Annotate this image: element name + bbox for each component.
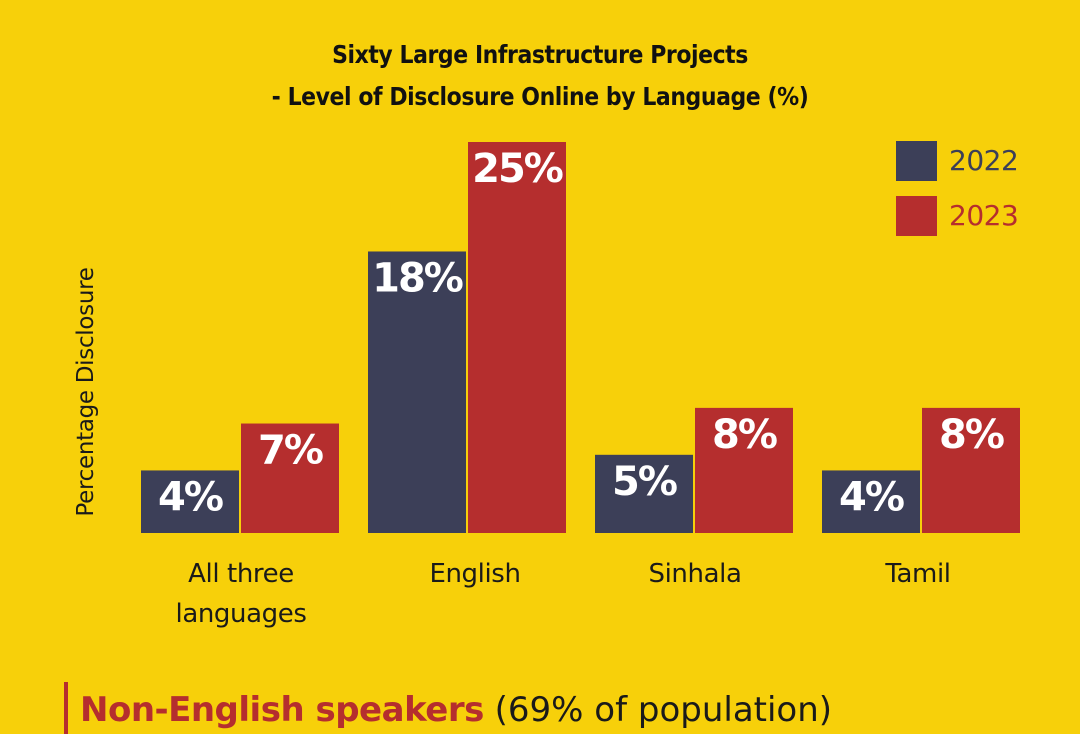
legend-label-2023: 2023 [949,199,1019,232]
legend-swatch-2023 [896,196,937,236]
data-label-sinhala-2023: 8% [712,412,777,458]
data-label-english-2022: 18% [372,255,463,301]
data-label-english-2023: 25% [472,146,563,192]
bar-all-three-languages-2023 [241,423,339,533]
category-label-sinhala: Sinhala [648,559,742,589]
bar-all-three-languages-2022 [141,470,239,533]
data-label-tamil-2023: 8% [939,412,1004,458]
bar-english-2022 [368,251,466,534]
callout-highlight: Non-English speakers [80,690,484,730]
bar-english-2023 [468,142,566,533]
bar-sinhala-2023 [695,407,793,533]
legend-swatch-2022 [896,141,937,181]
data-label-tamil-2022: 4% [839,474,904,520]
callout-accent-bar [64,682,68,734]
chart-title-line-1: Sixty Large Infrastructure Projects [332,40,748,69]
callout-rest: (69% of population) [494,690,833,730]
data-label-all-three-languages-2022: 4% [158,474,223,520]
bar-tamil-2023 [922,407,1020,533]
bar-sinhala-2022 [595,454,693,533]
category-label-tamil: Tamil [885,559,951,589]
category-label-all-three-languages: All three languages [175,559,307,629]
bar-tamil-2022 [822,470,920,533]
legend-label-2022: 2022 [949,144,1019,177]
data-label-sinhala-2022: 5% [612,459,677,505]
category-label-english: English [429,559,521,589]
callout-text: Non-English speakers (69% of population) [80,688,832,732]
data-label-all-three-languages-2023: 7% [258,428,323,474]
chart-title-line-2: - Level of Disclosure Online by Language… [271,82,809,111]
bar-chart: 4% 7% 18% 25% 5% 8% 4% 8% [141,142,1020,534]
